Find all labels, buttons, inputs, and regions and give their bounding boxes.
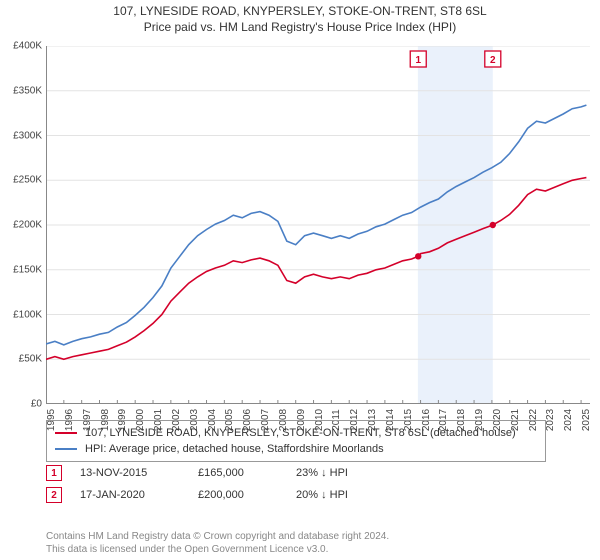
tx-marker-1: 1 [410,51,426,67]
transaction-price: £200,000 [198,489,278,501]
x-tick-label: 2025 [581,408,592,432]
y-tick-label: £250K [0,175,42,186]
y-tick-label: £200K [0,220,42,231]
tx-dot-1 [415,253,421,259]
chart-svg: 12 [46,46,590,404]
legend-swatch [55,448,77,450]
legend-row: HPI: Average price, detached house, Staf… [55,441,537,457]
transaction-diff: 23% ↓ HPI [296,467,386,479]
transaction-price: £165,000 [198,467,278,479]
transaction-marker-icon: 2 [46,487,62,503]
chart-titles: 107, LYNESIDE ROAD, KNYPERSLEY, STOKE-ON… [0,0,600,34]
legend-row: 107, LYNESIDE ROAD, KNYPERSLEY, STOKE-ON… [55,425,537,441]
svg-text:1: 1 [415,55,421,66]
chart-title: 107, LYNESIDE ROAD, KNYPERSLEY, STOKE-ON… [0,4,600,18]
legend: 107, LYNESIDE ROAD, KNYPERSLEY, STOKE-ON… [46,420,546,462]
y-tick-label: £150K [0,264,42,275]
transaction-table: 1 13-NOV-2015 £165,000 23% ↓ HPI 2 17-JAN-202… [46,462,566,506]
footer-line-2: This data is licensed under the Open Gov… [46,543,389,556]
transaction-date: 13-NOV-2015 [80,467,180,479]
tx-marker-2: 2 [485,51,501,67]
legend-swatch [55,432,77,434]
tx-dot-2 [490,222,496,228]
y-tick-label: £50K [0,354,42,365]
transaction-date: 17-JAN-2020 [80,489,180,501]
footer-line-1: Contains HM Land Registry data © Crown c… [46,530,389,543]
y-tick-label: £350K [0,85,42,96]
transaction-marker-icon: 1 [46,465,62,481]
y-tick-label: £400K [0,41,42,52]
legend-label: HPI: Average price, detached house, Staf… [85,443,384,455]
transaction-row: 2 17-JAN-2020 £200,000 20% ↓ HPI [46,484,566,506]
transaction-row: 1 13-NOV-2015 £165,000 23% ↓ HPI [46,462,566,484]
y-tick-label: £100K [0,309,42,320]
transaction-diff: 20% ↓ HPI [296,489,386,501]
x-tick-label: 2023 [545,408,556,432]
x-tick-label: 2024 [563,408,574,432]
footer-attribution: Contains HM Land Registry data © Crown c… [46,530,389,556]
chart-container: 107, LYNESIDE ROAD, KNYPERSLEY, STOKE-ON… [0,0,600,560]
y-tick-label: £0 [0,399,42,410]
svg-text:2: 2 [490,55,496,66]
chart-subtitle: Price paid vs. HM Land Registry's House … [0,20,600,34]
legend-label: 107, LYNESIDE ROAD, KNYPERSLEY, STOKE-ON… [85,427,516,439]
plot-area: 12 [46,46,590,404]
y-tick-label: £300K [0,130,42,141]
